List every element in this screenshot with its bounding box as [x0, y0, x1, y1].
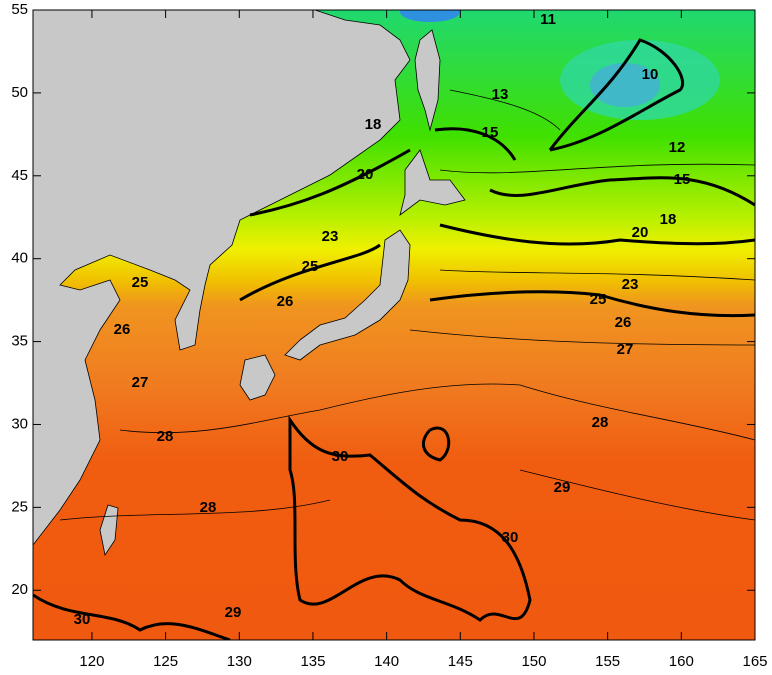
contour-label: 20	[357, 166, 374, 183]
x-tick-label: 125	[153, 653, 178, 670]
x-tick-label: 130	[227, 653, 252, 670]
contour	[119, 383, 755, 441]
kyushu	[239, 354, 276, 401]
isotherm	[249, 148, 411, 217]
contour-label: 12	[669, 139, 686, 156]
contour-label: 28	[592, 414, 609, 431]
x-tick-label: 160	[669, 653, 694, 670]
map-body	[33, 10, 755, 640]
contour-label: 25	[590, 291, 607, 308]
contour-label: 28	[157, 428, 174, 445]
contour	[409, 329, 755, 346]
japan	[284, 229, 411, 361]
contour-label: 18	[365, 116, 382, 133]
isotherm	[439, 223, 755, 246]
y-tick-label: 30	[11, 415, 28, 432]
contour-label: 23	[322, 228, 339, 245]
y-tick-label: 45	[11, 167, 28, 184]
y-tick-label: 25	[11, 498, 28, 515]
contour-label: 30	[502, 529, 519, 546]
contour-label: 29	[225, 604, 242, 621]
isotherm	[288, 415, 532, 622]
x-tick-label: 155	[595, 653, 620, 670]
cold-core	[590, 63, 660, 107]
contour-label: 13	[492, 86, 509, 103]
y-tick-label: 35	[11, 333, 28, 350]
contour-label: 23	[622, 276, 639, 293]
y-tick-label: 40	[11, 250, 28, 267]
contour-label: 25	[132, 274, 149, 291]
isotherm	[434, 127, 517, 161]
cold-core	[400, 10, 460, 22]
isotherm	[489, 176, 755, 207]
contour-label: 15	[674, 171, 691, 188]
contour	[439, 269, 755, 281]
hokkaido	[399, 149, 466, 216]
y-tick-label: 50	[11, 84, 28, 101]
x-tick-label: 120	[79, 653, 104, 670]
contour-label: 26	[277, 293, 294, 310]
contour-label: 20	[632, 224, 649, 241]
contour-label: 11	[540, 11, 556, 28]
x-tick-label: 165	[742, 653, 767, 670]
mainland	[33, 10, 411, 546]
isotherm	[548, 38, 685, 152]
y-tick-label: 20	[11, 581, 28, 598]
isotherm	[429, 290, 755, 318]
sakhalin	[414, 29, 441, 132]
x-tick-label: 145	[448, 653, 473, 670]
x-tick-label: 150	[521, 653, 546, 670]
contour-label: 29	[554, 479, 571, 496]
contour-label: 18	[660, 211, 677, 228]
contour	[439, 89, 755, 174]
taiwan	[99, 504, 119, 557]
contour-label: 15	[482, 124, 499, 141]
contour-label: 10	[642, 66, 659, 83]
contour-label: 28	[200, 499, 217, 516]
contour	[59, 469, 755, 521]
contour-label: 30	[74, 611, 91, 628]
contour-label: 25	[302, 258, 319, 275]
y-tick-label: 55	[11, 1, 28, 18]
isotherm	[239, 243, 381, 302]
frame	[32, 9, 756, 641]
isotherm	[33, 593, 231, 640]
contour-label: 27	[617, 341, 634, 358]
contour-label: 30	[332, 448, 349, 465]
contour-label: 27	[132, 374, 149, 391]
isotherm	[421, 426, 451, 462]
x-tick-label: 140	[374, 653, 399, 670]
contour-label: 26	[114, 321, 131, 338]
x-tick-label: 135	[300, 653, 325, 670]
contour-label: 26	[615, 314, 632, 331]
